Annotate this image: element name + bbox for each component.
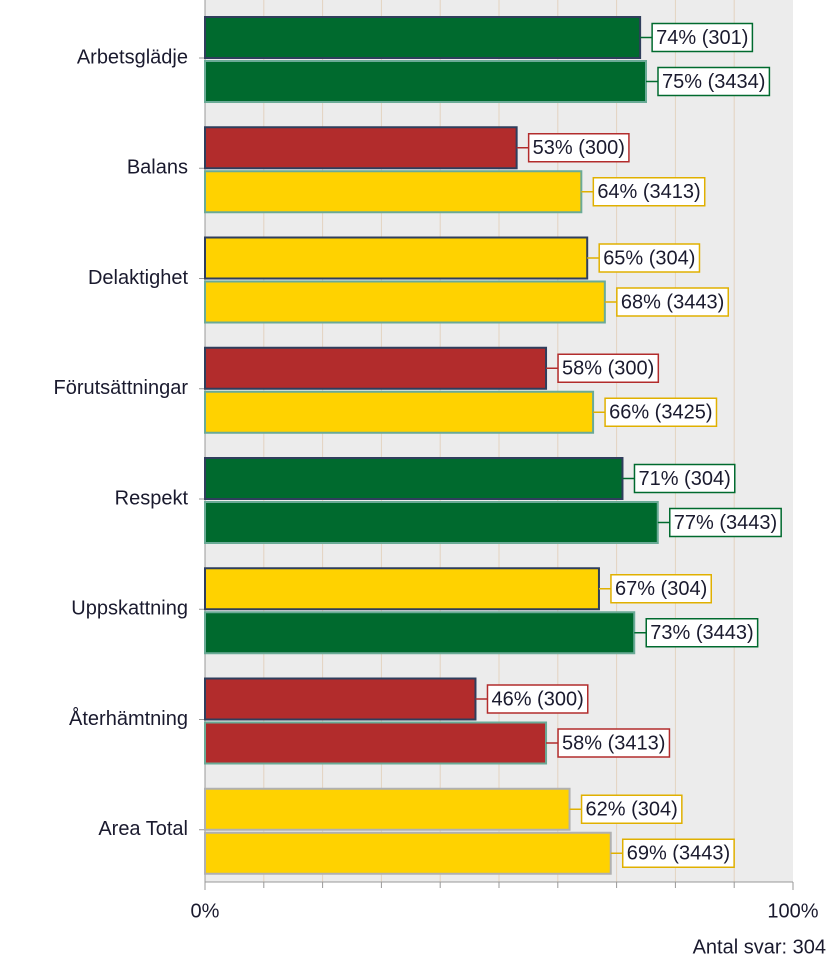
y-tick-label: Återhämtning xyxy=(69,707,188,730)
value-label-box xyxy=(486,684,589,714)
bar xyxy=(204,787,571,831)
y-tick-label: Uppskattning xyxy=(71,598,188,620)
y-tick-label: Delaktighet xyxy=(88,267,189,289)
value-label-box xyxy=(651,22,754,53)
x-tick-label: 0% xyxy=(191,900,220,922)
value-label: 73% (3443) xyxy=(650,622,753,644)
value-label: 53% (300) xyxy=(533,137,625,159)
value-label: 58% (300) xyxy=(562,358,654,380)
value-label: 58% (3413) xyxy=(562,732,665,754)
value-label-box xyxy=(598,243,701,273)
bar xyxy=(204,60,647,103)
bar xyxy=(204,170,583,214)
value-label-box xyxy=(592,177,706,207)
value-label-box xyxy=(669,507,782,538)
value-label-box xyxy=(621,838,735,868)
bar xyxy=(204,567,600,611)
value-label-box xyxy=(633,463,736,494)
y-tick-label: Area Total xyxy=(98,818,188,840)
y-tick-label: Respekt xyxy=(115,487,189,509)
bar xyxy=(204,390,595,434)
value-label-box xyxy=(616,287,729,317)
value-label: 77% (3443) xyxy=(674,512,777,534)
value-label-box xyxy=(657,66,771,97)
value-label-box xyxy=(557,353,660,383)
bar xyxy=(204,236,589,280)
value-label: 64% (3413) xyxy=(597,181,700,203)
bar xyxy=(204,16,642,59)
value-label: 74% (301) xyxy=(656,27,748,49)
value-label: 69% (3443) xyxy=(627,843,730,865)
bar xyxy=(204,831,612,875)
bar xyxy=(204,457,624,500)
value-label-box xyxy=(527,133,630,163)
value-label-box xyxy=(645,618,759,648)
value-label-box xyxy=(604,397,718,427)
value-label: 46% (300) xyxy=(491,688,583,710)
value-label: 66% (3425) xyxy=(609,402,712,424)
bar xyxy=(204,721,548,765)
footnote: Antal svar: 304 xyxy=(693,936,826,958)
y-tick-label: Förutsättningar xyxy=(53,377,188,399)
bar xyxy=(204,346,548,390)
y-tick-label: Balans xyxy=(127,157,188,179)
value-label: 68% (3443) xyxy=(621,291,724,313)
value-label-box xyxy=(610,574,712,604)
x-tick-label: 100% xyxy=(767,900,818,922)
value-label: 71% (304) xyxy=(638,468,730,490)
bar xyxy=(204,280,606,324)
bar xyxy=(204,611,636,655)
bar xyxy=(204,501,659,544)
bar xyxy=(204,126,518,170)
value-label: 75% (3434) xyxy=(662,71,765,93)
y-tick-label: Arbetsglädje xyxy=(77,46,188,68)
value-label: 65% (304) xyxy=(603,247,695,269)
bar xyxy=(204,677,477,721)
value-label: 67% (304) xyxy=(615,578,707,600)
value-label-box xyxy=(580,794,683,824)
value-label-box xyxy=(557,728,671,758)
value-label: 62% (304) xyxy=(586,799,678,821)
